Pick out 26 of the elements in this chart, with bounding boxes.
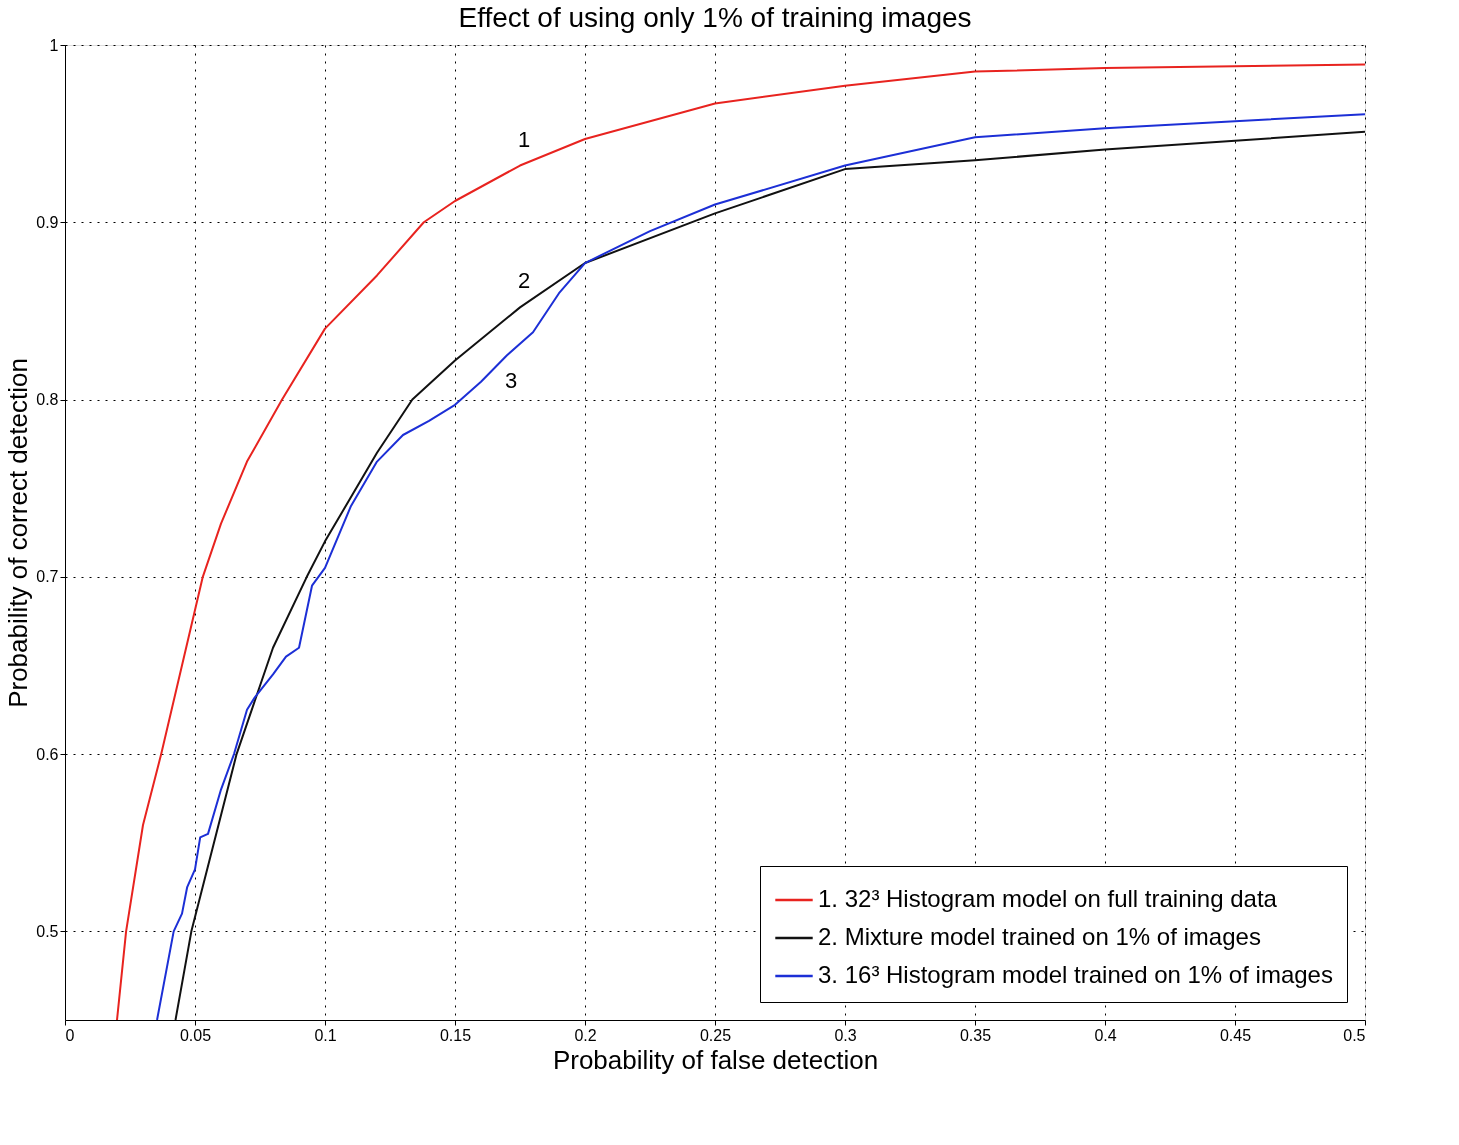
y-axis-title: Probability of correct detection	[3, 358, 34, 708]
x-tick-label: 0	[65, 1026, 75, 1044]
x-tick-label: 0.45	[1219, 1026, 1252, 1044]
x-tick-label: 0.35	[959, 1026, 992, 1044]
annotation: 2	[517, 268, 531, 294]
x-axis-title: Probability of false detection	[552, 1044, 879, 1075]
y-tick-label: 0.5	[36, 922, 59, 940]
y-tick-label: 0.7	[36, 568, 59, 586]
legend-label: 2. Mixture model trained on 1% of images	[818, 923, 1261, 950]
annotation: 3	[504, 368, 518, 394]
annotation: 1	[517, 126, 531, 152]
x-tick-label: 0.5	[1343, 1026, 1366, 1044]
x-tick-label: 0.3	[834, 1026, 857, 1044]
x-tick-label: 0.25	[699, 1026, 732, 1044]
x-tick-label: 0.1	[314, 1026, 337, 1044]
y-tick-label: 0.9	[36, 213, 59, 231]
y-tick-label: 0.8	[36, 391, 59, 409]
legend-label: 1. 32³ Histogram model on full training data	[818, 885, 1278, 912]
legend-label: 3. 16³ Histogram model trained on 1% of images	[818, 961, 1333, 988]
x-tick-label: 0.4	[1094, 1026, 1117, 1044]
y-tick-label: 0.6	[36, 745, 59, 763]
x-tick-label: 0.05	[179, 1026, 212, 1044]
x-tick-label: 0.2	[574, 1026, 597, 1044]
chart-title: Effect of using only 1% of training images	[458, 2, 972, 33]
x-tick-label: 0.15	[439, 1026, 472, 1044]
y-tick-label: 1	[49, 36, 59, 54]
